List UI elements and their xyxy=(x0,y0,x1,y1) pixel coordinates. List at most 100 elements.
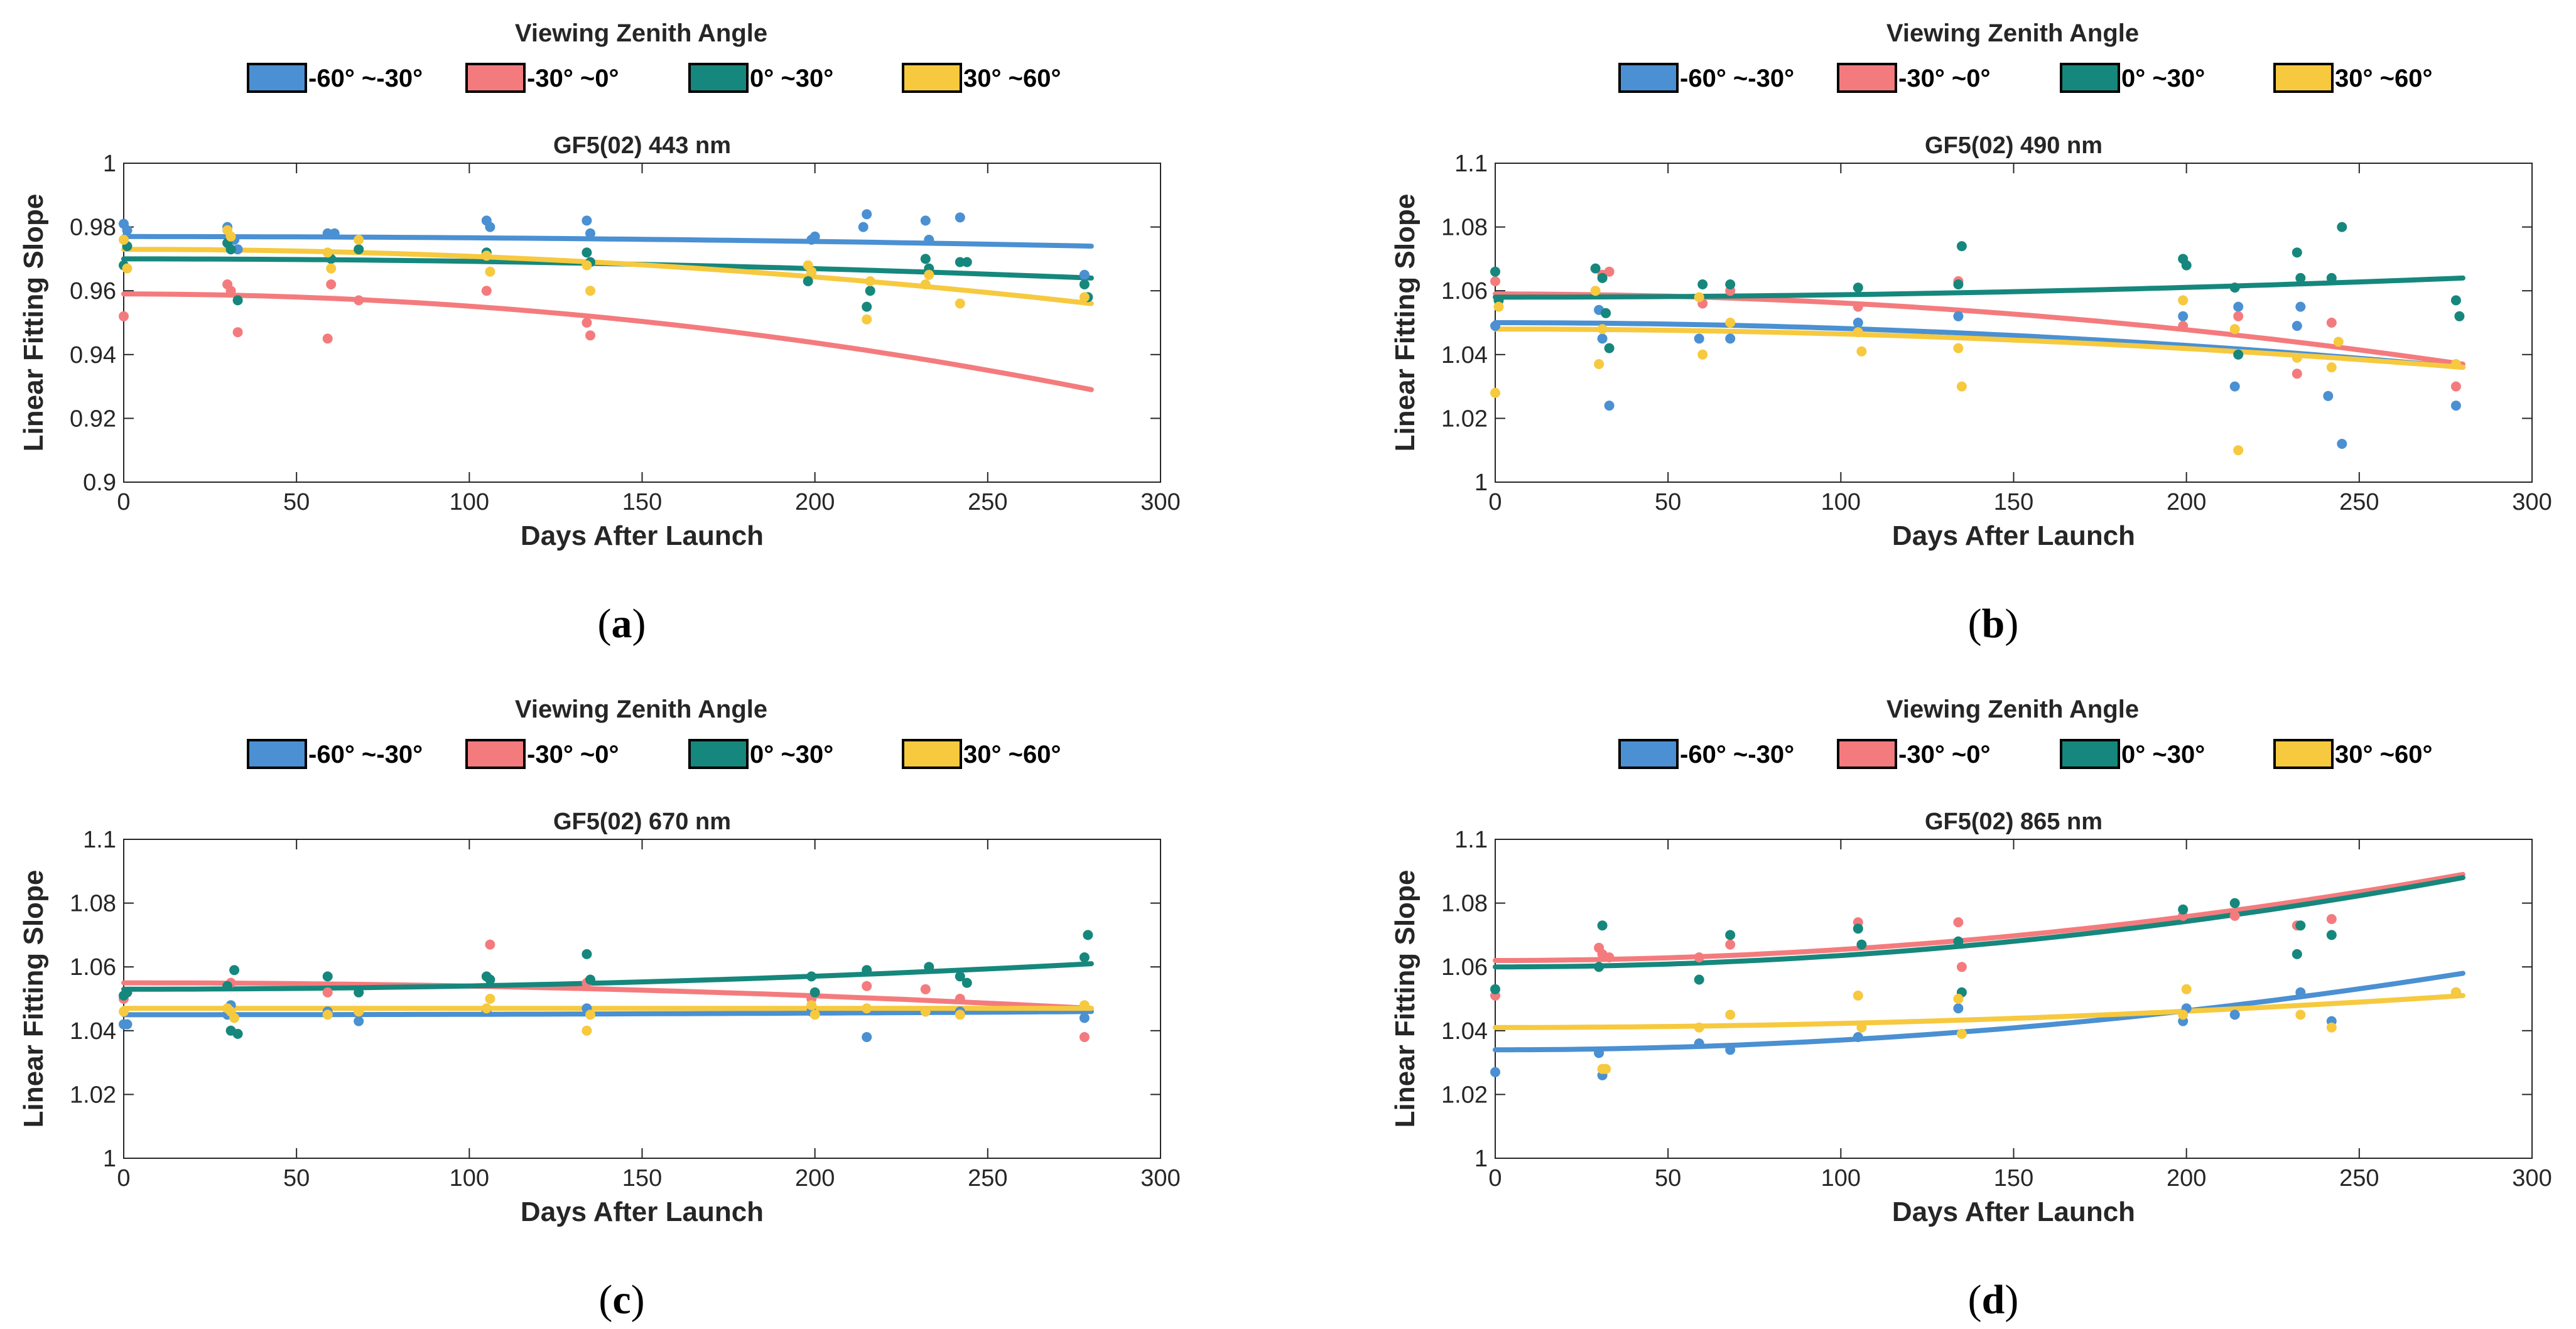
data-point-series-3 xyxy=(955,1009,965,1020)
legend-swatch xyxy=(247,739,307,769)
data-point-series-0 xyxy=(485,222,495,232)
data-point-series-3 xyxy=(862,1003,872,1014)
data-point-series-3 xyxy=(862,314,872,325)
y-tick-label: 1.08 xyxy=(70,891,116,917)
y-tick-label: 0.94 xyxy=(70,342,116,369)
data-point-series-2 xyxy=(582,949,592,959)
data-point-series-2 xyxy=(924,962,934,972)
chart-panel-a: Viewing Zenith Angle -60° ~-30° -30° ~0° 0°… xyxy=(18,19,1181,647)
data-point-series-2 xyxy=(2292,949,2302,959)
data-point-series-0 xyxy=(1079,1013,1090,1023)
data-point-series-1 xyxy=(481,286,492,296)
data-point-series-0 xyxy=(858,222,869,232)
data-point-series-0 xyxy=(2337,439,2347,449)
data-point-series-2 xyxy=(1079,952,1090,962)
x-tick-label: 250 xyxy=(968,489,1007,515)
legend-label: 0° ~30° xyxy=(2121,741,2205,768)
data-point-series-3 xyxy=(1079,292,1090,303)
data-point-series-1 xyxy=(955,994,965,1004)
data-point-series-2 xyxy=(2233,349,2244,360)
legend-label: -30° ~0° xyxy=(1898,65,1991,92)
data-point-series-2 xyxy=(1590,263,1601,274)
data-point-series-3 xyxy=(1493,301,1504,312)
fit-line-series-2 xyxy=(1493,875,2465,970)
data-point-series-3 xyxy=(2295,1009,2306,1020)
legend-title: Viewing Zenith Angle xyxy=(515,19,767,47)
fit-line-series-1 xyxy=(121,291,1094,392)
data-point-series-2 xyxy=(322,971,333,982)
data-point-series-0 xyxy=(2295,301,2306,312)
x-tick-label: 200 xyxy=(2167,1165,2206,1192)
legend-swatch xyxy=(902,739,962,769)
data-point-series-1 xyxy=(354,295,364,306)
data-point-series-3 xyxy=(2333,336,2344,347)
data-point-series-2 xyxy=(1604,343,1615,353)
y-tick-label: 1.1 xyxy=(83,827,116,853)
chart-title: GF5(02) 443 nm xyxy=(553,132,731,159)
legend-label: 0° ~30° xyxy=(750,741,833,768)
x-axis-label: Days After Launch xyxy=(1892,1197,2135,1227)
x-tick-label: 200 xyxy=(2167,489,2206,515)
chart-panel-c: Viewing Zenith Angle -60° ~-30° -30° ~0° 0°… xyxy=(18,696,1181,1323)
data-point-series-2 xyxy=(2326,930,2337,940)
data-point-series-2 xyxy=(961,977,972,988)
caption-paren: ( xyxy=(1968,1277,1982,1323)
y-tick-label: 1.02 xyxy=(1441,406,1488,432)
legend-label: 30° ~60° xyxy=(963,741,1061,768)
data-point-series-3 xyxy=(806,266,817,277)
caption-letter: d xyxy=(1982,1277,2005,1323)
caption-paren: ) xyxy=(631,1277,645,1323)
data-point-series-0 xyxy=(322,228,333,239)
caption-letter: b xyxy=(1982,601,2005,647)
x-tick-label: 100 xyxy=(450,1165,489,1192)
data-point-series-2 xyxy=(1597,272,1608,283)
legend-label: -60° ~-30° xyxy=(1680,65,1794,92)
panel-caption: (b) xyxy=(1968,601,2019,647)
x-tick-label: 50 xyxy=(1655,1165,1681,1192)
data-point-series-3 xyxy=(122,263,133,274)
data-point-series-2 xyxy=(229,965,240,976)
data-point-series-1 xyxy=(1490,276,1500,286)
y-tick-label: 1 xyxy=(103,151,116,177)
y-tick-label: 1 xyxy=(103,1146,116,1172)
data-point-series-2 xyxy=(2326,272,2337,283)
data-point-series-2 xyxy=(2229,282,2240,293)
fit-line-series-3 xyxy=(121,247,1094,306)
y-tick-label: 0.92 xyxy=(70,406,116,432)
data-point-series-0 xyxy=(2233,301,2244,312)
data-point-series-1 xyxy=(1604,266,1615,277)
data-point-series-0 xyxy=(1953,1003,1964,1014)
y-tick-label: 1.04 xyxy=(1441,1018,1488,1045)
data-point-series-0 xyxy=(2229,1009,2240,1020)
data-point-series-0 xyxy=(809,231,820,242)
caption-paren: ) xyxy=(2005,601,2018,647)
caption-paren: ( xyxy=(598,1277,612,1323)
data-point-series-1 xyxy=(326,279,337,289)
data-point-series-3 xyxy=(481,1003,492,1014)
x-axis-label: Days After Launch xyxy=(521,520,764,551)
data-point-series-3 xyxy=(2292,352,2302,363)
data-point-series-0 xyxy=(2450,401,2461,411)
data-point-series-2 xyxy=(232,295,243,306)
data-point-series-0 xyxy=(122,1019,133,1030)
data-point-series-3 xyxy=(1956,381,1967,392)
data-point-series-3 xyxy=(1597,324,1608,335)
x-tick-label: 200 xyxy=(795,1165,835,1192)
caption-paren: ) xyxy=(632,601,646,647)
fit-line-series-1 xyxy=(121,980,1094,1011)
data-point-series-0 xyxy=(585,228,595,239)
legend-swatch xyxy=(2060,739,2120,769)
data-point-series-1 xyxy=(485,939,495,950)
data-point-series-1 xyxy=(2326,318,2337,328)
data-point-series-3 xyxy=(585,1009,595,1020)
caption-letter: c xyxy=(612,1277,630,1323)
chart-panel-b: Viewing Zenith Angle -60° ~-30° -30° ~0° 0°… xyxy=(1390,19,2552,647)
y-tick-label: 1.08 xyxy=(1441,215,1488,241)
data-point-series-0 xyxy=(862,209,872,220)
legend-swatch xyxy=(2273,739,2334,769)
data-point-series-0 xyxy=(1594,1048,1605,1058)
y-tick-label: 0.96 xyxy=(70,278,116,304)
data-point-series-0 xyxy=(2323,390,2334,401)
y-axis-label: Linear Fitting Slope xyxy=(1390,194,1421,452)
legend-swatch xyxy=(688,63,749,93)
